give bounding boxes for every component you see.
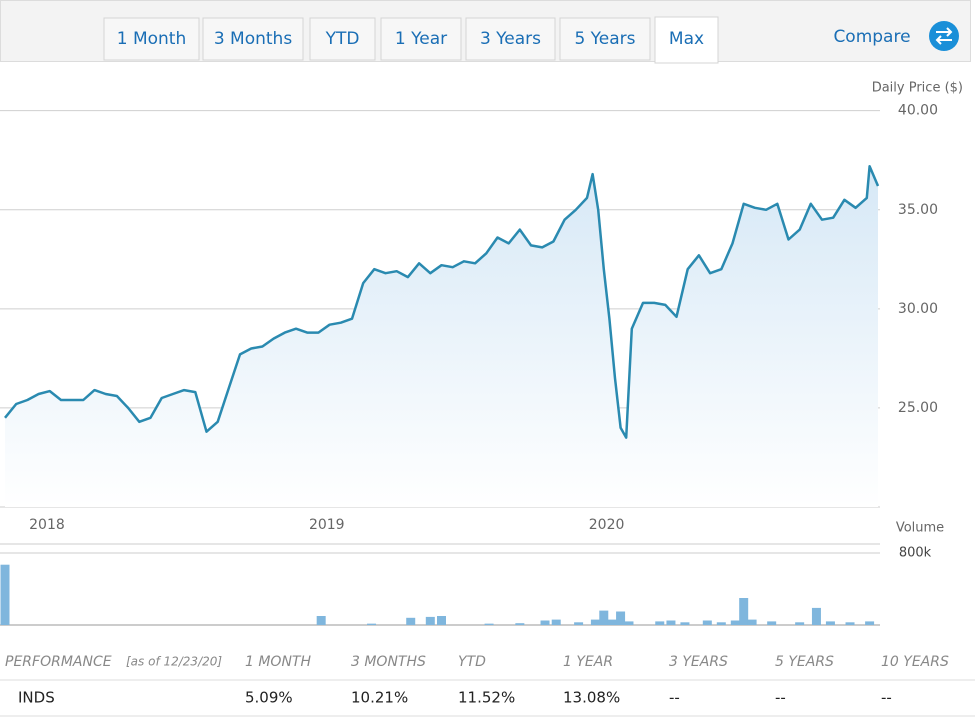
table-cell: INDS bbox=[18, 689, 55, 707]
y-axis-title: Daily Price ($) bbox=[872, 81, 963, 96]
tab[interactable] bbox=[559, 17, 651, 61]
y-tick-label: 35.00 bbox=[898, 202, 938, 218]
table-header: [as of 12/23/20] bbox=[126, 655, 222, 669]
volume-bar bbox=[484, 623, 494, 625]
volume-bar bbox=[574, 622, 584, 625]
table-cell: 10.21% bbox=[351, 689, 408, 707]
tab[interactable] bbox=[654, 16, 719, 64]
tab-label[interactable]: 1 Year bbox=[395, 29, 447, 49]
tab[interactable] bbox=[380, 17, 462, 61]
volume-bar bbox=[406, 617, 416, 625]
y-axis-title: Volume bbox=[896, 521, 944, 536]
tab-label[interactable]: Max bbox=[669, 29, 704, 49]
volume-bar bbox=[845, 622, 855, 625]
y-tick-label: 30.00 bbox=[898, 301, 938, 317]
table-cell: 13.08% bbox=[563, 689, 620, 707]
table-header: PERFORMANCE bbox=[5, 654, 112, 670]
tab-label[interactable]: 3 Months bbox=[214, 29, 293, 49]
table-header: 3 YEARS bbox=[669, 654, 728, 670]
table-header: 5 YEARS bbox=[775, 654, 834, 670]
volume-bar bbox=[702, 620, 712, 625]
table-header: 10 YEARS bbox=[881, 654, 949, 670]
volume-bar bbox=[624, 621, 634, 625]
volume-bar bbox=[666, 620, 676, 625]
volume-bar bbox=[747, 619, 757, 625]
compare-link[interactable]: Compare bbox=[833, 27, 910, 47]
compare-button[interactable] bbox=[929, 21, 959, 51]
tab[interactable] bbox=[309, 17, 376, 61]
volume-bar bbox=[590, 619, 600, 625]
price-area bbox=[5, 166, 878, 507]
x-tick-label: 2018 bbox=[29, 517, 65, 533]
tab-label[interactable]: YTD bbox=[325, 29, 360, 49]
volume-bar bbox=[540, 620, 550, 625]
x-tick-label: 2019 bbox=[309, 517, 345, 533]
tab[interactable] bbox=[465, 17, 556, 61]
volume-bar bbox=[316, 616, 326, 625]
volume-bar bbox=[425, 616, 435, 625]
tab[interactable] bbox=[202, 17, 304, 61]
volume-bar bbox=[680, 622, 690, 625]
x-tick-label: 2020 bbox=[589, 517, 625, 533]
table-cell: -- bbox=[669, 689, 680, 707]
table-header: YTD bbox=[458, 654, 486, 670]
price-line bbox=[4, 164, 880, 439]
table-cell: 5.09% bbox=[245, 689, 293, 707]
volume-bar bbox=[515, 623, 525, 625]
table-header: 1 YEAR bbox=[563, 654, 613, 670]
table-cell: -- bbox=[775, 689, 786, 707]
volume-bar bbox=[795, 622, 805, 625]
tab-label[interactable]: 1 Month bbox=[117, 29, 187, 49]
volume-bar bbox=[716, 622, 726, 625]
table-cell: 11.52% bbox=[458, 689, 515, 707]
volume-bar bbox=[655, 621, 665, 625]
volume-bar bbox=[865, 621, 875, 625]
tab-label[interactable]: 5 Years bbox=[574, 29, 635, 49]
table-cell: -- bbox=[881, 689, 892, 707]
volume-bar bbox=[825, 621, 835, 625]
y-tick-label: 40.00 bbox=[898, 103, 938, 119]
volume-bar bbox=[811, 607, 821, 625]
volume-bar bbox=[616, 611, 626, 625]
tab-label[interactable]: 3 Years bbox=[480, 29, 541, 49]
table-header: 1 MONTH bbox=[245, 654, 311, 670]
volume-bar bbox=[739, 598, 749, 625]
tab[interactable] bbox=[103, 17, 200, 61]
y-tick-label: 800k bbox=[899, 546, 932, 561]
volume-bar bbox=[730, 620, 740, 625]
volume-bar bbox=[0, 564, 10, 625]
volume-bar bbox=[599, 610, 609, 625]
volume-bar bbox=[437, 616, 446, 625]
volume-bar bbox=[607, 619, 617, 625]
table-header: 3 MONTHS bbox=[351, 654, 426, 670]
volume-bar bbox=[767, 621, 777, 625]
volume-bar bbox=[551, 619, 561, 625]
y-tick-label: 25.00 bbox=[898, 400, 938, 416]
volume-bar bbox=[367, 623, 377, 625]
